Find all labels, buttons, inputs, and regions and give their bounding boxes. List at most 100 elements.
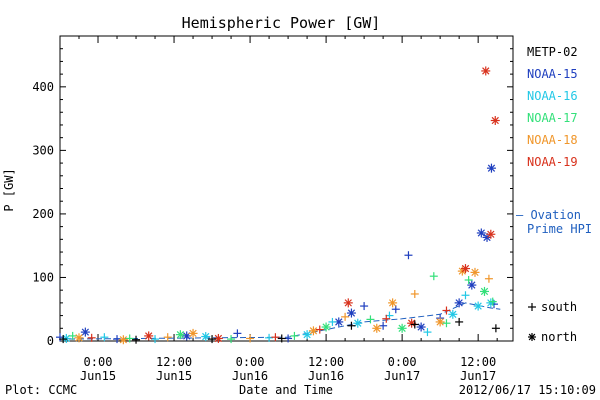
data-point-noaa-19	[315, 325, 324, 334]
data-point-noaa-18	[470, 267, 480, 277]
data-point-noaa-19	[486, 229, 496, 239]
data-point-metp-02	[132, 335, 141, 344]
data-point-noaa-19	[481, 66, 491, 76]
data-point-noaa-18	[388, 298, 398, 308]
data-point-noaa-16	[265, 333, 274, 342]
data-point-noaa-16	[151, 335, 160, 344]
data-point-noaa-16	[486, 298, 496, 308]
data-point-noaa-19	[144, 331, 154, 341]
data-point-noaa-16	[353, 318, 363, 328]
x-tick-label-date: Jun15	[156, 369, 192, 383]
data-point-metp-02	[455, 317, 464, 326]
data-point-noaa-15	[360, 302, 369, 311]
y-tick-label: 100	[32, 270, 54, 284]
data-point-noaa-15	[416, 322, 426, 332]
data-point-noaa-16	[302, 330, 312, 340]
data-point-noaa-18	[246, 334, 255, 343]
plot-area-frame	[59, 35, 514, 342]
y-axis-label: P [GW]	[2, 168, 16, 211]
data-point-noaa-17	[227, 335, 236, 344]
data-point-metp-02	[491, 324, 500, 333]
data-point-noaa-17	[175, 330, 185, 340]
data-point-noaa-19	[213, 333, 223, 343]
x-tick-label-date: Jun17	[384, 369, 420, 383]
x-tick-label-time: 0:00	[236, 355, 265, 369]
x-tick-label-date: Jun15	[80, 369, 116, 383]
data-point-noaa-17	[442, 319, 451, 328]
y-tick-label: 200	[32, 207, 54, 221]
y-tick-label: 400	[32, 80, 54, 94]
legend-plus-marker-icon	[528, 303, 536, 311]
data-point-noaa-18	[341, 312, 350, 321]
x-tick-label-date: Jun16	[308, 369, 344, 383]
x-tick-label-time: 12:00	[460, 355, 496, 369]
data-point-noaa-19	[271, 333, 280, 342]
footer-timestamp: 2012/06/17 15:10:09	[459, 383, 596, 397]
data-point-noaa-16	[461, 291, 470, 300]
legend-south-label: south	[541, 300, 577, 314]
legend-entry-noaa-18: NOAA-18	[527, 133, 578, 147]
x-axis-label: Date and Time	[239, 383, 333, 397]
footer-credit: Plot: CCMC	[5, 383, 77, 397]
data-point-noaa-15	[391, 305, 400, 314]
legend-ovation-label: – Ovation	[516, 208, 581, 222]
legend-entry-noaa-15: NOAA-15	[527, 67, 578, 81]
x-axis: 0:00Jun1512:00Jun150:00Jun1612:00Jun160:…	[78, 36, 498, 383]
data-point-noaa-19	[87, 333, 96, 342]
data-point-noaa-15	[486, 163, 496, 173]
data-point-noaa-17	[366, 315, 375, 324]
data-point-noaa-16	[328, 317, 337, 326]
legend-entry-noaa-16: NOAA-16	[527, 89, 578, 103]
legend-entry-noaa-19: NOAA-19	[527, 155, 578, 169]
satellite-data-points	[56, 66, 500, 345]
y-tick-label: 300	[32, 143, 54, 157]
data-point-noaa-19	[343, 298, 353, 308]
data-point-noaa-15	[404, 251, 413, 260]
data-point-noaa-19	[442, 306, 451, 315]
x-tick-label-time: 0:00	[388, 355, 417, 369]
legend-entry-metp-02: METP-02	[527, 45, 578, 59]
data-point-noaa-16	[201, 332, 211, 342]
legend-entry-noaa-17: NOAA-17	[527, 111, 578, 125]
x-tick-label-date: Jun16	[232, 369, 268, 383]
data-point-noaa-15	[476, 228, 486, 238]
data-point-noaa-18	[410, 289, 419, 298]
ovation-hpi-line	[59, 302, 501, 340]
x-tick-label-time: 0:00	[84, 355, 113, 369]
data-point-noaa-15	[467, 280, 477, 290]
data-point-noaa-17	[290, 331, 299, 340]
ovation-hpi-series	[59, 302, 501, 340]
data-point-noaa-17	[488, 297, 497, 306]
data-point-noaa-17	[125, 334, 134, 343]
data-point-metp-02	[208, 335, 217, 344]
data-point-noaa-15	[113, 335, 122, 344]
data-point-noaa-18	[74, 333, 84, 343]
data-point-noaa-17	[321, 322, 331, 332]
y-tick-label: 0	[47, 334, 54, 348]
legend-ovation-label-2: Prime HPI	[527, 222, 592, 236]
x-tick-label-date: Jun17	[460, 369, 496, 383]
data-point-noaa-18	[118, 335, 128, 345]
data-point-noaa-15	[346, 308, 356, 318]
data-point-noaa-15	[80, 327, 90, 337]
legend: METP-02 NOAA-15 NOAA-16 NOAA-17 NOAA-18 NOAA-…	[516, 45, 592, 344]
x-tick-label-time: 12:00	[308, 355, 344, 369]
data-point-metp-02	[59, 335, 68, 344]
data-point-noaa-17	[429, 272, 438, 281]
data-point-noaa-17	[68, 331, 77, 340]
data-point-noaa-18	[484, 274, 493, 283]
data-point-noaa-15	[454, 298, 464, 308]
data-point-noaa-17	[397, 323, 407, 333]
data-point-noaa-19	[490, 116, 500, 126]
data-point-noaa-19	[460, 264, 470, 274]
x-tick-label-time: 12:00	[156, 355, 192, 369]
data-point-noaa-16	[100, 333, 109, 342]
legend-north-label: north	[541, 330, 577, 344]
data-point-noaa-16	[473, 301, 483, 311]
data-point-noaa-18	[435, 317, 445, 327]
data-point-noaa-19	[382, 314, 391, 323]
data-point-noaa-16	[448, 309, 458, 319]
data-point-noaa-15	[379, 321, 388, 330]
chart-title: Hemispheric Power [GW]	[182, 14, 381, 32]
